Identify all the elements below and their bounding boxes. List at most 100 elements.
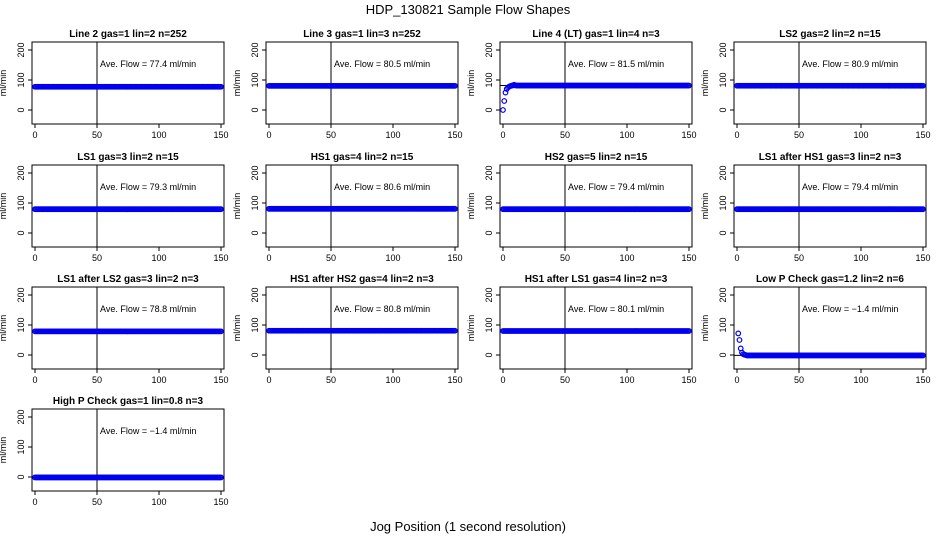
plot-frame <box>31 164 225 248</box>
y-tick-label: 100 <box>484 195 494 210</box>
panel-title: HS1 after HS2 gas=4 lin=2 n=3 <box>290 274 434 285</box>
average-flow-annotation: Ave. Flow = 79.4 ml/min <box>568 182 664 192</box>
data-point <box>452 327 458 334</box>
plot-frame <box>499 164 693 248</box>
panel-10: HS1 after HS2 gas=4 lin=2 n=3 ml/min 0 100 2… <box>232 274 463 385</box>
x-tick-label: 50 <box>326 375 336 385</box>
y-tick-label: 100 <box>484 72 494 87</box>
x-tick-label: 150 <box>681 130 696 140</box>
plot-frame <box>265 286 459 370</box>
x-tick-label: 0 <box>266 253 271 263</box>
plot-frame <box>733 41 927 125</box>
y-tick-label: 100 <box>484 317 494 332</box>
y-axis-label: ml/min <box>232 193 242 220</box>
x-tick-label: 100 <box>385 253 400 263</box>
y-tick-label: 100 <box>16 72 26 87</box>
y-tick-label: 0 <box>16 107 26 112</box>
average-flow-annotation: Ave. Flow = 77.4 ml/min <box>100 59 196 69</box>
data-point <box>218 206 224 213</box>
plot-frame <box>265 164 459 248</box>
plot-frame <box>31 408 225 492</box>
x-tick-label: 50 <box>560 375 570 385</box>
y-tick-label: 0 <box>16 230 26 235</box>
panel-title: LS1 after HS1 gas=3 lin=2 n=3 <box>759 152 902 163</box>
x-tick-label: 150 <box>681 253 696 263</box>
x-tick-label: 50 <box>92 497 102 507</box>
x-tick-label: 0 <box>32 253 37 263</box>
y-tick-label: 200 <box>16 287 26 302</box>
x-tick-label: 0 <box>734 375 739 385</box>
y-tick-label: 200 <box>718 287 728 302</box>
y-tick-label: 0 <box>250 107 260 112</box>
y-tick-label: 200 <box>250 42 260 57</box>
y-tick-label: 100 <box>718 195 728 210</box>
x-tick-label: 100 <box>151 375 166 385</box>
panel-12: Low P Check gas=1.2 lin=2 n=6 ml/min 0 100 2… <box>700 274 931 385</box>
y-tick-label: 200 <box>16 409 26 424</box>
y-tick-label: 0 <box>16 352 26 357</box>
y-tick-label: 0 <box>718 107 728 112</box>
x-tick-label: 100 <box>619 130 634 140</box>
y-tick-label: 0 <box>250 352 260 357</box>
y-axis-label: ml/min <box>0 315 8 342</box>
data-point <box>736 337 743 343</box>
average-flow-annotation: Ave. Flow = 78.8 ml/min <box>100 304 196 314</box>
y-tick-label: 200 <box>250 165 260 180</box>
x-tick-label: 0 <box>734 253 739 263</box>
y-tick-label: 100 <box>16 439 26 454</box>
x-tick-label: 0 <box>32 130 37 140</box>
y-tick-label: 100 <box>718 317 728 332</box>
x-tick-label: 50 <box>92 375 102 385</box>
figure-title: HDP_130821 Sample Flow Shapes <box>365 2 571 17</box>
data-point <box>686 328 692 334</box>
data-point <box>218 328 224 335</box>
plot-frame <box>733 164 927 248</box>
y-axis-label: ml/min <box>232 315 242 342</box>
x-tick-label: 0 <box>500 130 505 140</box>
y-axis-label: ml/min <box>0 193 8 220</box>
plot-frame <box>31 286 225 370</box>
x-tick-label: 50 <box>560 253 570 263</box>
x-tick-label: 150 <box>213 130 228 140</box>
x-tick-label: 150 <box>915 130 930 140</box>
x-tick-label: 0 <box>266 375 271 385</box>
y-tick-label: 100 <box>250 72 260 87</box>
panel-title: Line 3 gas=1 lin=3 n=252 <box>303 29 421 40</box>
x-tick-label: 150 <box>681 375 696 385</box>
x-tick-label: 100 <box>151 497 166 507</box>
x-tick-label: 0 <box>32 375 37 385</box>
x-tick-label: 100 <box>385 375 400 385</box>
y-axis-label: ml/min <box>232 70 242 97</box>
x-tick-label: 150 <box>447 253 462 263</box>
y-tick-label: 100 <box>250 317 260 332</box>
y-axis-label: ml/min <box>700 70 710 97</box>
y-tick-label: 0 <box>484 352 494 357</box>
x-tick-label: 50 <box>794 130 804 140</box>
x-tick-label: 150 <box>915 253 930 263</box>
plot-frame <box>733 286 927 370</box>
data-point <box>218 83 224 90</box>
data-point <box>500 107 506 113</box>
x-tick-label: 50 <box>794 253 804 263</box>
x-tick-label: 100 <box>853 130 868 140</box>
average-flow-annotation: Ave. Flow = 79.4 ml/min <box>802 182 898 192</box>
y-tick-label: 0 <box>718 352 728 357</box>
x-tick-label: 0 <box>32 497 37 507</box>
x-tick-label: 100 <box>385 130 400 140</box>
data-point <box>452 82 458 89</box>
y-tick-label: 0 <box>718 230 728 235</box>
x-tick-label: 50 <box>326 130 336 140</box>
y-axis-label: ml/min <box>466 315 476 342</box>
y-tick-label: 200 <box>16 165 26 180</box>
average-flow-annotation: Ave. Flow = 80.1 ml/min <box>568 304 664 314</box>
data-point <box>452 205 458 212</box>
y-tick-label: 0 <box>484 230 494 235</box>
x-tick-label: 150 <box>213 253 228 263</box>
x-tick-label: 0 <box>500 375 505 385</box>
panel-9: LS1 after LS2 gas=3 lin=2 n=3 ml/min 0 100 2… <box>0 274 229 385</box>
average-flow-annotation: Ave. Flow = −1.4 ml/min <box>100 426 196 436</box>
x-tick-label: 150 <box>447 130 462 140</box>
data-point <box>735 330 742 337</box>
y-tick-label: 200 <box>484 42 494 57</box>
